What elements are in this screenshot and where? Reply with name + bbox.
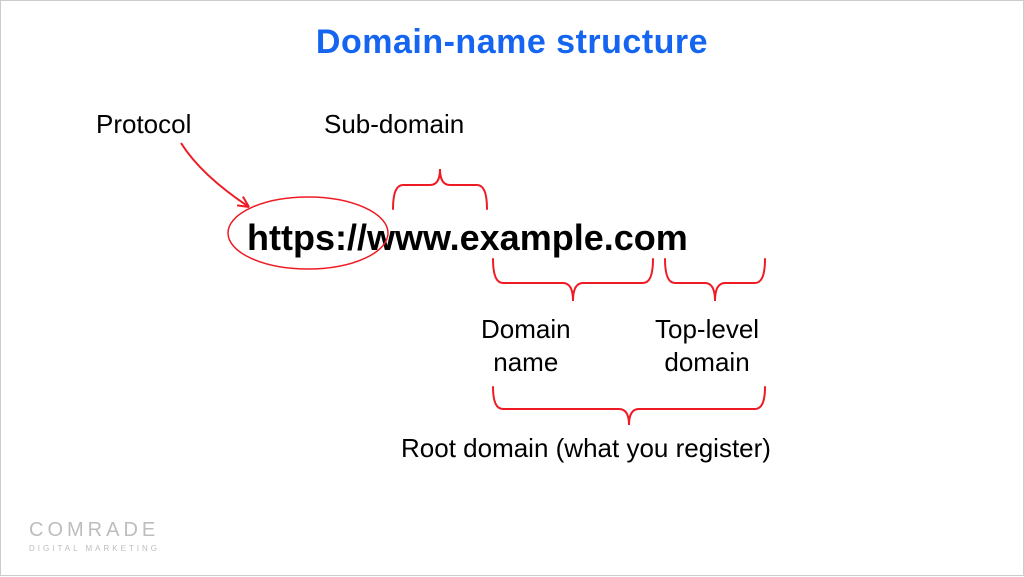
label-domain-name-line1: Domain [481, 313, 571, 346]
page-title: Domain-name structure [1, 23, 1023, 62]
label-tld-line2: domain [655, 346, 759, 379]
label-tld: Top-level domain [655, 313, 759, 378]
url-text: https://www.example.com [247, 217, 688, 259]
label-subdomain: Sub-domain [324, 109, 464, 140]
label-root: Root domain (what you register) [401, 433, 771, 464]
brand-logo: COMRADE DIGITAL MARKETING [29, 519, 160, 553]
label-domain-name: Domain name [481, 313, 571, 378]
brand-logo-line1: COMRADE [29, 519, 160, 542]
label-domain-name-line2: name [481, 346, 571, 379]
brand-logo-line2: DIGITAL MARKETING [29, 544, 160, 553]
label-protocol: Protocol [96, 109, 191, 140]
annotation-layer [1, 1, 1024, 577]
label-tld-line1: Top-level [655, 313, 759, 346]
